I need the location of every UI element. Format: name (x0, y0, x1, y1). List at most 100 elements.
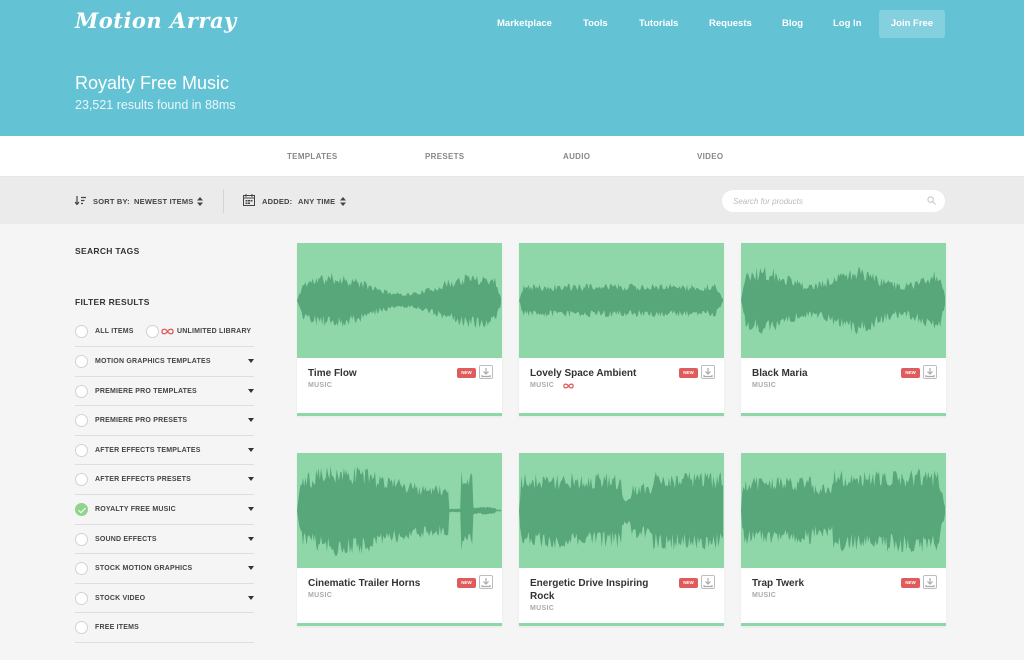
added-label: ADDED: (262, 197, 293, 206)
category-tabs: TEMPLATES PRESETS AUDIO VIDEO (0, 136, 1024, 177)
card-title[interactable]: Energetic Drive Inspiring Rock (530, 578, 649, 602)
chevron-down-icon[interactable] (248, 536, 254, 541)
unlimited-label[interactable]: UNLIMITED LIBRARY (177, 328, 252, 335)
card-title[interactable]: Time Flow (308, 368, 357, 379)
infinity-icon (161, 328, 174, 335)
card-title[interactable]: Lovely Space Ambient (530, 368, 637, 379)
chevron-down-icon[interactable] (248, 359, 254, 363)
waveform-preview[interactable] (741, 453, 946, 568)
search-box (722, 190, 945, 212)
card-category: MUSIC (752, 382, 777, 389)
filter-label[interactable]: MOTION GRAPHICS TEMPLATES (95, 358, 211, 365)
waveform-preview[interactable] (297, 243, 502, 358)
filter-label[interactable]: PREMIERE PRO TEMPLATES (95, 387, 197, 395)
nav-marketplace[interactable]: Marketplace (497, 18, 552, 29)
card-category: MUSIC (752, 592, 777, 599)
filter-radio[interactable] (75, 621, 88, 635)
nav-tools[interactable]: Tools (583, 18, 608, 29)
filter-radio[interactable] (75, 355, 88, 368)
chevron-down-icon[interactable] (248, 418, 254, 423)
site-logo[interactable]: Motion Array (75, 8, 237, 33)
filter-row[interactable]: STOCK VIDEO (75, 584, 254, 614)
new-badge: NEW (679, 368, 698, 378)
product-card[interactable]: Lovely Space Ambient MUSIC NEW (519, 243, 724, 416)
filter-radio[interactable] (75, 532, 88, 546)
search-icon[interactable] (927, 196, 936, 205)
chevron-down-icon[interactable] (248, 566, 254, 571)
nav-requests[interactable]: Requests (709, 18, 752, 29)
chevron-down-icon[interactable] (248, 595, 254, 600)
chevron-down-icon[interactable] (248, 388, 254, 393)
filter-label[interactable]: SOUND EFFECTS (95, 535, 157, 543)
card-title[interactable]: Trap Twerk (752, 578, 805, 589)
chevron-down-icon[interactable] (248, 507, 254, 511)
download-icon[interactable] (701, 575, 715, 589)
nav-login[interactable]: Log In (833, 18, 862, 29)
tab-audio[interactable]: AUDIO (563, 152, 591, 161)
sort-select[interactable]: NEWEST ITEMS (134, 197, 194, 206)
filter-label[interactable]: ROYALTY FREE MUSIC (95, 506, 176, 513)
filter-row[interactable]: SOUND EFFECTS (75, 525, 254, 555)
new-badge: NEW (457, 578, 476, 588)
waveform-preview[interactable] (297, 453, 502, 568)
chevron-down-icon[interactable] (248, 477, 254, 482)
waveform-graphic (297, 466, 501, 556)
card-category: MUSIC (308, 592, 333, 599)
join-free-button[interactable]: Join Free (879, 10, 945, 38)
unlimited-radio[interactable] (146, 325, 159, 338)
filter-checked-radio[interactable] (75, 503, 88, 516)
filter-row[interactable]: AFTER EFFECTS PRESETS (75, 465, 254, 495)
card-title[interactable]: Cinematic Trailer Horns (308, 578, 421, 589)
download-icon[interactable] (923, 575, 937, 589)
filter-label[interactable]: STOCK MOTION GRAPHICS (95, 565, 193, 573)
filter-radio[interactable] (75, 562, 88, 576)
download-icon[interactable] (479, 575, 493, 589)
tab-templates[interactable]: TEMPLATES (287, 152, 338, 161)
filter-label[interactable]: PREMIERE PRO PRESETS (95, 417, 188, 425)
filter-radio[interactable] (75, 473, 88, 487)
filter-row[interactable]: AFTER EFFECTS TEMPLATES (75, 436, 254, 466)
all-items-label[interactable]: ALL ITEMS (95, 328, 134, 335)
filter-label[interactable]: STOCK VIDEO (95, 594, 146, 602)
filter-row[interactable]: ROYALTY FREE MUSIC (75, 495, 254, 525)
filter-row[interactable]: STOCK MOTION GRAPHICS (75, 554, 254, 584)
product-card[interactable]: Trap Twerk MUSIC NEW (741, 453, 946, 626)
filter-row[interactable]: PREMIERE PRO PRESETS (75, 406, 254, 436)
product-card[interactable]: Energetic Drive Inspiring Rock MUSIC NEW (519, 453, 724, 626)
added-select[interactable]: ANY TIME (298, 197, 336, 206)
download-icon[interactable] (479, 365, 493, 379)
all-items-radio[interactable] (75, 325, 88, 338)
product-card[interactable]: Time Flow MUSIC NEW (297, 243, 502, 416)
filter-label[interactable]: FREE ITEMS (95, 624, 140, 632)
product-card[interactable]: Black Maria MUSIC NEW (741, 243, 946, 416)
filter-radio[interactable] (75, 414, 88, 428)
search-input[interactable] (733, 194, 918, 208)
filter-label[interactable]: AFTER EFFECTS PRESETS (95, 476, 191, 484)
nav-tutorials[interactable]: Tutorials (639, 18, 679, 29)
tab-presets[interactable]: PRESETS (425, 152, 465, 161)
filter-label[interactable]: AFTER EFFECTS TEMPLATES (95, 446, 201, 454)
sort-bar: SORT BY: NEWEST ITEMS ADDED: ANY TIME (0, 177, 1024, 224)
product-card[interactable]: Cinematic Trailer Horns MUSIC NEW (297, 453, 502, 626)
filter-radio[interactable] (75, 443, 88, 457)
filter-radio[interactable] (75, 384, 88, 398)
card-title[interactable]: Black Maria (752, 368, 808, 379)
filter-radio[interactable] (75, 591, 88, 605)
sort-divider (223, 189, 224, 213)
nav-blog[interactable]: Blog (782, 18, 804, 29)
sort-icon (75, 196, 86, 205)
tab-video[interactable]: VIDEO (697, 152, 724, 161)
chevron-down-icon[interactable] (248, 447, 254, 452)
download-icon[interactable] (923, 365, 937, 379)
waveform-preview[interactable] (519, 243, 724, 358)
waveform-graphic (519, 471, 723, 551)
filter-row[interactable]: MOTION GRAPHICS TEMPLATES (75, 347, 254, 377)
filter-row[interactable]: PREMIERE PRO TEMPLATES (75, 377, 254, 407)
waveform-graphic (741, 468, 945, 553)
waveform-preview[interactable] (741, 243, 946, 358)
download-icon[interactable] (701, 365, 715, 379)
search-tags-heading[interactable]: SEARCH TAGS (75, 246, 140, 256)
infinity-icon (563, 383, 574, 389)
waveform-preview[interactable] (519, 453, 724, 568)
filter-row[interactable]: FREE ITEMS (75, 613, 254, 643)
